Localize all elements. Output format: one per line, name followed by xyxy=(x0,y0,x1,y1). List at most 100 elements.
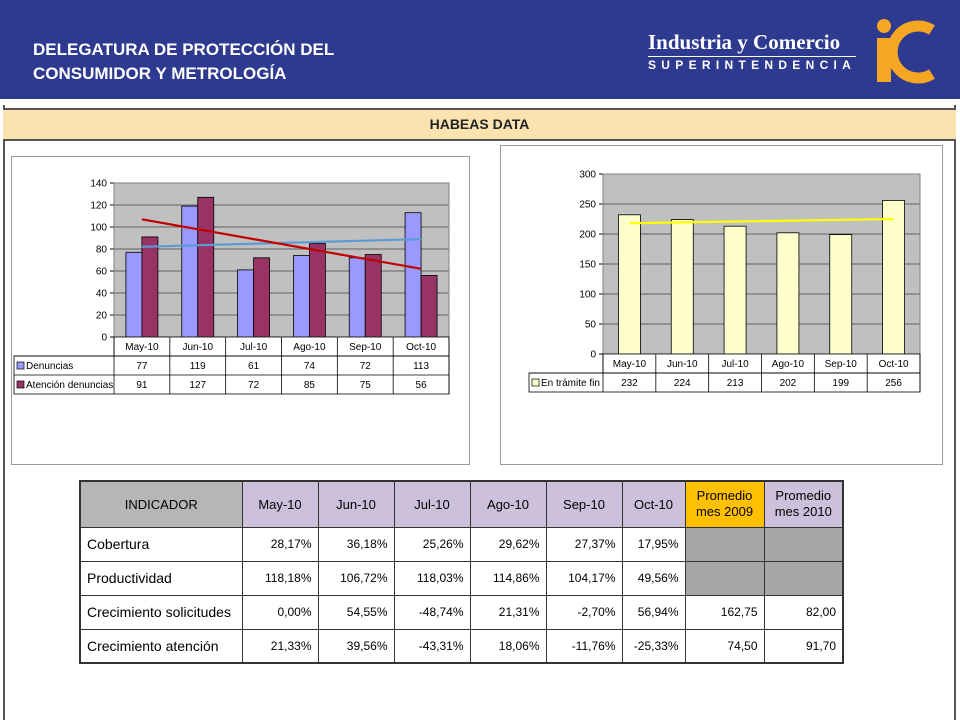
header-avg-2010: Promedio mes 2010 xyxy=(763,480,844,528)
y-tick-label: 100 xyxy=(579,290,596,301)
row-label: Crecimiento atención xyxy=(79,628,243,664)
y-tick-label: 200 xyxy=(579,230,596,241)
table-cell: -48,74% xyxy=(393,594,471,630)
brand-divider xyxy=(648,56,856,57)
y-tick-label: 150 xyxy=(579,260,596,271)
table-row: Crecimiento solicitudes 0,00% 54,55% -48… xyxy=(79,594,844,630)
data-table-value: 224 xyxy=(674,378,691,389)
table-cell: -25,33% xyxy=(621,628,686,664)
data-table-value: 127 xyxy=(189,380,206,391)
bar xyxy=(776,232,800,355)
title-line-1: DELEGATURA DE PROTECCIÓN DEL xyxy=(33,40,335,59)
logo-dot xyxy=(877,19,891,33)
bar xyxy=(253,257,270,338)
legend-key xyxy=(16,361,25,370)
table-cell-empty xyxy=(763,560,844,596)
y-tick-label: 40 xyxy=(96,289,108,300)
header-avg-2010-line2: mes 2010 xyxy=(774,504,832,520)
brand-name: Industria y Comercio xyxy=(648,30,841,54)
header-month: Jul-10 xyxy=(393,480,471,528)
data-table-value: 232 xyxy=(621,378,638,389)
category-label: May-10 xyxy=(125,342,159,353)
data-table-value: 91 xyxy=(136,380,148,391)
table-cell: 104,17% xyxy=(545,560,623,596)
header-avg-2009: Promedio mes 2009 xyxy=(684,480,765,528)
legend-label: Denuncias xyxy=(26,361,73,372)
category-label: Ago-10 xyxy=(293,342,326,353)
y-tick-label: 250 xyxy=(579,200,596,211)
chart-en-tramite: 0 50 100 150 200 250 300 May-10 Jun-10 Jul-10 Ago-… xyxy=(500,145,943,465)
category-label: Sep-10 xyxy=(349,342,382,353)
y-tick-label: 120 xyxy=(90,201,107,212)
table-cell: 28,17% xyxy=(241,526,319,562)
trendline xyxy=(141,218,422,270)
table-row: Crecimiento atención 21,33% 39,56% -43,3… xyxy=(79,628,844,664)
header-month: Oct-10 xyxy=(621,480,686,528)
bar xyxy=(364,254,382,338)
category-label: Sep-10 xyxy=(825,359,858,370)
data-table-value: 56 xyxy=(416,380,428,391)
header-avg-2010-line1: Promedio xyxy=(775,488,832,504)
bar xyxy=(293,255,310,338)
category-label: Oct-10 xyxy=(879,359,909,370)
bar xyxy=(125,251,143,338)
table-row: Productividad 118,18% 106,72% 118,03% 11… xyxy=(79,560,844,596)
table-cell-empty xyxy=(684,560,765,596)
chart-denuncias: 0 20 40 60 80 100 120 140 May-10 Jun-10 Jul-10 Ago-… xyxy=(11,156,470,465)
category-label: May-10 xyxy=(613,359,647,370)
bar xyxy=(141,236,159,338)
category-label: Ago-10 xyxy=(772,359,805,370)
table-cell: 162,75 xyxy=(684,594,765,630)
data-table-value: 77 xyxy=(136,361,148,372)
row-label: Crecimiento solicitudes xyxy=(79,594,243,630)
header-banner: DELEGATURA DE PROTECCIÓN DEL CONSUMIDOR … xyxy=(0,0,960,99)
data-table-value: 119 xyxy=(190,361,206,372)
table-cell: -2,70% xyxy=(545,594,623,630)
table-cell: 56,94% xyxy=(621,594,686,630)
bar xyxy=(309,243,326,338)
table-cell: 17,95% xyxy=(621,526,686,562)
bar xyxy=(420,275,438,338)
data-table-value: 72 xyxy=(248,380,260,391)
table-cell: -11,76% xyxy=(545,628,623,664)
table-header-row: INDICADOR May-10 Jun-10 Jul-10 Ago-10 Se… xyxy=(79,480,844,528)
indicator-table: INDICADOR May-10 Jun-10 Jul-10 Ago-10 Se… xyxy=(79,480,844,664)
content-frame xyxy=(3,105,956,720)
header-month: Ago-10 xyxy=(469,480,547,528)
title-line-2: CONSUMIDOR Y METROLOGÍA xyxy=(33,64,287,83)
table-row: Cobertura 28,17% 36,18% 25,26% 29,62% 27… xyxy=(79,526,844,562)
bar xyxy=(404,212,422,338)
table-cell: 25,26% xyxy=(393,526,471,562)
table-cell: 36,18% xyxy=(317,526,395,562)
y-tick-label: 80 xyxy=(96,245,108,256)
table-cell: 118,03% xyxy=(393,560,471,596)
header-month: Jun-10 xyxy=(317,480,395,528)
legend-label: En trámite fin xyxy=(541,378,600,389)
row-label: Productividad xyxy=(79,560,243,596)
table-cell: 49,56% xyxy=(621,560,686,596)
data-table-value: 74 xyxy=(304,361,316,372)
data-table-value: 256 xyxy=(885,378,902,389)
y-tick-label: 300 xyxy=(579,170,596,181)
table-cell: 74,50 xyxy=(684,628,765,664)
bar xyxy=(882,200,905,355)
y-tick-label: 20 xyxy=(96,311,108,322)
legend-key xyxy=(16,380,25,389)
bar xyxy=(348,257,366,338)
data-table-value: 113 xyxy=(413,361,429,372)
data-table-value: 202 xyxy=(780,378,797,389)
logo-arc xyxy=(886,20,935,84)
y-tick-label: 100 xyxy=(90,223,107,234)
category-label: Jul-10 xyxy=(240,342,268,353)
table-cell: -43,31% xyxy=(393,628,471,664)
table-cell-empty xyxy=(684,526,765,562)
bar xyxy=(197,196,215,338)
table-cell-empty xyxy=(763,526,844,562)
data-table-value: 61 xyxy=(248,361,260,372)
table-cell: 27,37% xyxy=(545,526,623,562)
header-indicator: INDICADOR xyxy=(79,480,243,528)
section-band: HABEAS DATA xyxy=(3,108,956,141)
table-cell: 18,06% xyxy=(469,628,547,664)
bar xyxy=(829,234,853,355)
legend-label: Atención denuncias xyxy=(26,380,113,391)
